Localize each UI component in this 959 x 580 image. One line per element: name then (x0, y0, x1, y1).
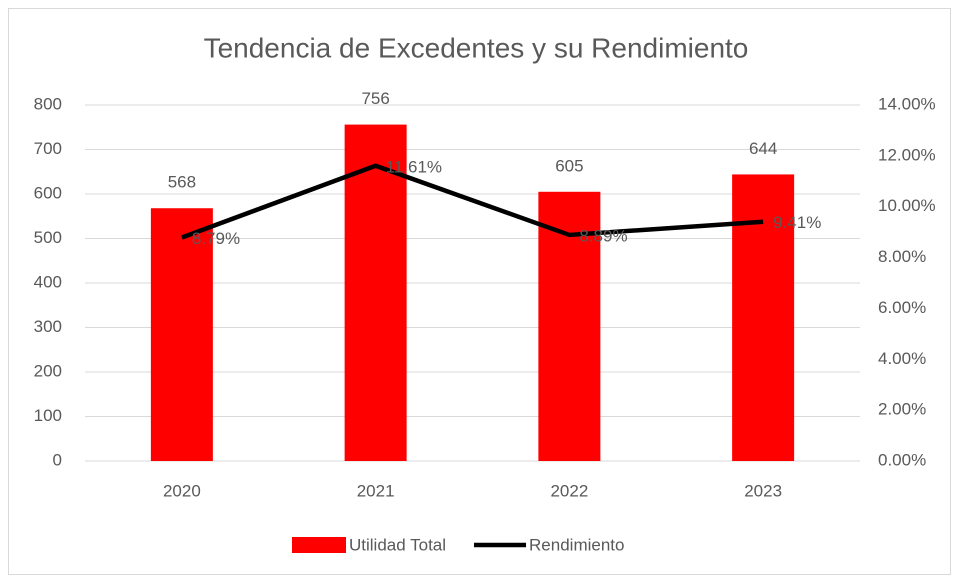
y-tick-label: 500 (34, 228, 62, 247)
y2-tick-label: 12.00% (878, 145, 936, 164)
line (181, 163, 764, 240)
y-tick-label: 600 (34, 183, 62, 202)
x-tick-label: 2021 (357, 481, 395, 500)
y2-tick-label: 6.00% (878, 298, 926, 317)
x-tick-label: 2023 (744, 481, 782, 500)
y2-tick-label: 4.00% (878, 349, 926, 368)
y-tick-label: 300 (34, 317, 62, 336)
bar (150, 208, 213, 461)
y-tick-label: 800 (34, 94, 62, 113)
legend-label: Rendimiento (529, 535, 624, 554)
y2-tick-label: 8.00% (878, 247, 926, 266)
bar-value-label: 644 (749, 139, 777, 158)
y-tick-label: 700 (34, 139, 62, 158)
x-tick-label: 2020 (163, 481, 201, 500)
bar-value-label: 605 (555, 156, 583, 175)
y2-tick-label: 14.00% (878, 94, 936, 113)
y2-tick-label: 10.00% (878, 196, 936, 215)
bar-value-label: 568 (168, 173, 196, 192)
bar-value-label: 756 (361, 89, 389, 108)
x-tick-label: 2022 (550, 481, 588, 500)
line-value-label: 9.41% (773, 213, 821, 232)
line-value-label: 8.79% (192, 229, 240, 248)
legend-swatch (292, 537, 346, 553)
y-tick-label: 0 (53, 450, 62, 469)
legend-label: Utilidad Total (349, 535, 446, 554)
chart-title: Tendencia de Excedentes y su Rendimiento (204, 32, 749, 63)
chart-frame (8, 8, 951, 575)
bar (344, 124, 407, 461)
line-value-label: 11.61% (386, 157, 442, 176)
y2-tick-label: 0.00% (878, 450, 926, 469)
y-tick-label: 100 (34, 406, 62, 425)
line-value-label: 8.89% (579, 226, 627, 245)
y2-tick-label: 2.00% (878, 400, 926, 419)
y-tick-label: 400 (34, 272, 62, 291)
y-tick-label: 200 (34, 361, 62, 380)
